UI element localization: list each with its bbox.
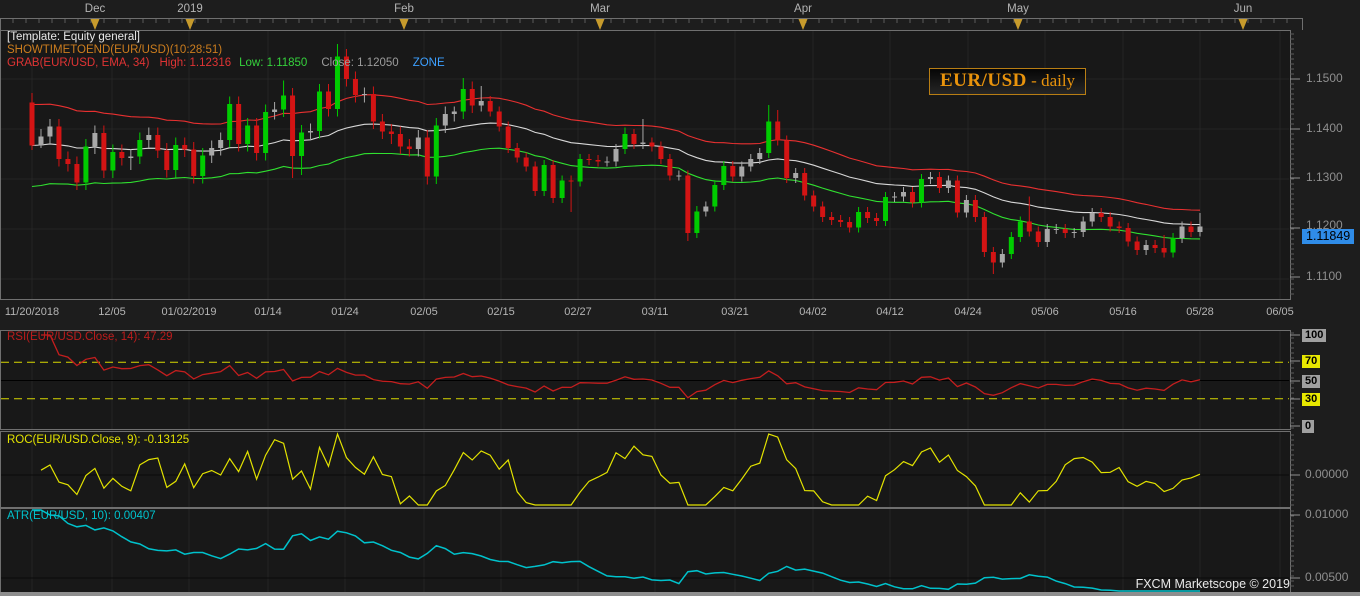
month-marker-icon (399, 19, 409, 30)
month-label: 2019 (177, 3, 203, 15)
date-axis-label: 02/05 (410, 306, 438, 318)
timeline-navigator[interactable] (0, 18, 1304, 31)
rsi-level-badge: 30 (1302, 392, 1321, 406)
rsi-level-badge: 70 (1302, 354, 1321, 368)
rsi-panel[interactable] (0, 330, 1291, 430)
watermark-credit: FXCM Marketscope © 2019 (1135, 577, 1290, 591)
rsi-level-badge: 50 (1302, 374, 1321, 388)
horizontal-scrollbar[interactable] (0, 592, 1360, 596)
date-axis-label: 11/20/2018 (4, 306, 60, 318)
rsi-indicator-label: RSI(EUR/USD.Close, 14): 47.29 (7, 331, 173, 343)
month-label: Mar (590, 3, 610, 15)
month-marker-icon (1238, 19, 1248, 30)
month-marker-icon (1013, 19, 1023, 30)
roc-panel[interactable] (0, 431, 1291, 508)
zone-label[interactable]: ZONE (412, 57, 445, 69)
showtimetoend-overlay-label: SHOWTIMETOEND(EUR/USD)(10:28:51) (7, 44, 223, 56)
month-marker-icon (185, 19, 195, 30)
date-axis-label: 04/02 (799, 306, 827, 318)
roc-level-label: 0.00000 (1305, 467, 1349, 481)
month-label: May (1007, 3, 1029, 15)
rsi-level-badge: 0 (1302, 419, 1315, 433)
date-axis-label: 01/02/2019 (161, 306, 217, 318)
price-chart-panel[interactable] (0, 30, 1291, 300)
month-label: Jun (1233, 3, 1253, 15)
rsi-level-badge: 100 (1302, 328, 1327, 342)
high-value-label: High: 1.12316 (159, 57, 232, 69)
symbol-timeframe: - daily (1026, 71, 1076, 90)
date-axis-label: 12/05 (98, 306, 126, 318)
atr-level-label: 0.00500 (1305, 570, 1349, 584)
date-axis-label: 04/12 (876, 306, 904, 318)
value-axis-ruler (1290, 33, 1300, 587)
grab-ema-label: GRAB(EUR/USD, EMA, 34) (7, 57, 150, 69)
atr-panel[interactable] (0, 508, 1291, 593)
month-marker-icon (595, 19, 605, 30)
date-axis-label: 04/24 (954, 306, 982, 318)
month-label: Dec (84, 3, 106, 15)
date-axis-label: 02/27 (564, 306, 592, 318)
price-axis-label: 1.1300 (1306, 170, 1343, 184)
symbol-name: EUR/USD (940, 70, 1027, 91)
month-label: Feb (394, 3, 414, 15)
current-price-badge: 1.11849 (1302, 228, 1355, 244)
date-axis-label: 02/15 (487, 306, 515, 318)
date-axis-label: 03/11 (641, 306, 669, 318)
close-value-label: Close: 1.12050 (321, 57, 399, 69)
month-marker-icon (798, 19, 808, 30)
atr-indicator-label: ATR(EUR/USD, 10): 0.00407 (7, 510, 156, 522)
template-overlay-label: [Template: Equity general] (7, 31, 140, 43)
date-axis-label: 05/28 (1186, 306, 1214, 318)
date-axis-label: 05/06 (1031, 306, 1059, 318)
month-marker-icon (90, 19, 100, 30)
grab-overlay-line[interactable]: GRAB(EUR/USD, EMA, 34) High: 1.12316 Low: … (7, 57, 445, 69)
symbol-title-box[interactable]: EUR/USD - daily (929, 68, 1087, 95)
date-axis-label: 06/05 (1266, 306, 1294, 318)
month-label: Apr (794, 3, 812, 15)
date-axis-label: 03/21 (721, 306, 749, 318)
date-axis-label: 01/24 (331, 306, 359, 318)
date-axis-label: 05/16 (1109, 306, 1137, 318)
price-axis-label: 1.1100 (1306, 269, 1342, 283)
roc-indicator-label: ROC(EUR/USD.Close, 9): -0.13125 (7, 434, 190, 446)
price-axis-label: 1.1400 (1306, 121, 1343, 135)
date-axis-label: 01/14 (254, 306, 282, 318)
price-axis-label: 1.1500 (1306, 71, 1343, 85)
low-value-label: Low: 1.11850 (239, 57, 308, 69)
atr-level-label: 0.01000 (1305, 507, 1349, 521)
